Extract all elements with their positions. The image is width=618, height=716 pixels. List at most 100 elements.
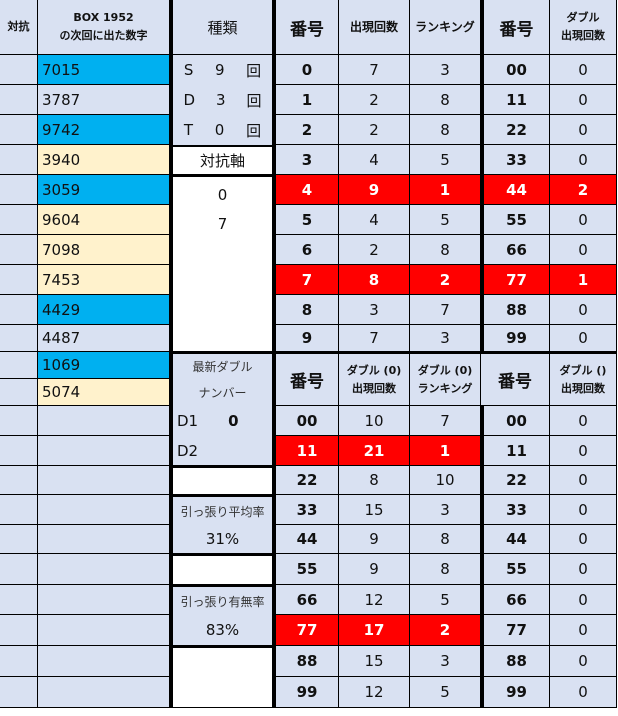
bottom-row-6-cell-2[interactable]: 5 bbox=[410, 585, 481, 615]
taiko-cell[interactable] bbox=[0, 55, 38, 85]
top-row-5-cell-4[interactable]: 0 bbox=[550, 205, 617, 235]
bottom-row-0-cell-4[interactable]: 0 bbox=[550, 406, 617, 436]
box-number-cell[interactable]: 9742 bbox=[38, 115, 170, 145]
top-row-1-cell-0[interactable]: 1 bbox=[273, 85, 339, 115]
taiko-cell[interactable] bbox=[0, 325, 38, 352]
top-row-6-cell-3[interactable]: 66 bbox=[481, 235, 550, 265]
bottom-row-3-cell-0[interactable]: 33 bbox=[273, 495, 339, 525]
bottom-row-3-cell-4[interactable]: 0 bbox=[550, 495, 617, 525]
bottom-row-2-cell-2[interactable]: 10 bbox=[410, 466, 481, 495]
box-number-cell[interactable]: 7015 bbox=[38, 55, 170, 85]
top-row-2-cell-2[interactable]: 8 bbox=[410, 115, 481, 145]
bottom-row-6-cell-0[interactable]: 66 bbox=[273, 585, 339, 615]
top-row-0-cell-4[interactable]: 0 bbox=[550, 55, 617, 85]
taiko-cell[interactable] bbox=[0, 646, 38, 677]
bottom-row-4-cell-1[interactable]: 9 bbox=[339, 525, 410, 554]
top-row-5-cell-1[interactable]: 4 bbox=[339, 205, 410, 235]
box-number-cell[interactable]: 3059 bbox=[38, 175, 170, 205]
top-row-0-cell-1[interactable]: 7 bbox=[339, 55, 410, 85]
top-row-9-cell-0[interactable]: 9 bbox=[273, 325, 339, 352]
top-row-8-cell-1[interactable]: 3 bbox=[339, 295, 410, 325]
bottom-row-1-cell-0[interactable]: 11 bbox=[273, 436, 339, 466]
top-row-5-cell-2[interactable]: 5 bbox=[410, 205, 481, 235]
top-row-9-cell-1[interactable]: 7 bbox=[339, 325, 410, 352]
bottom-row-7-cell-0[interactable]: 77 bbox=[273, 615, 339, 646]
bottom-row-5-cell-4[interactable]: 0 bbox=[550, 554, 617, 585]
bottom-row-0-cell-0[interactable]: 00 bbox=[273, 406, 339, 436]
taiko-cell[interactable] bbox=[0, 615, 38, 646]
bottom-row-8-cell-0[interactable]: 88 bbox=[273, 646, 339, 677]
top-row-4-cell-2[interactable]: 1 bbox=[410, 175, 481, 205]
bottom-row-0-cell-3[interactable]: 00 bbox=[481, 406, 550, 436]
box-header[interactable]: BOX 1952 の次回に出た数字 bbox=[38, 0, 170, 55]
top-row-0-cell-2[interactable]: 3 bbox=[410, 55, 481, 85]
top-row-3-cell-2[interactable]: 5 bbox=[410, 145, 481, 175]
box-number-cell[interactable]: 3787 bbox=[38, 85, 170, 115]
box-number-cell[interactable] bbox=[38, 615, 170, 646]
top-row-1-cell-2[interactable]: 8 bbox=[410, 85, 481, 115]
taiko-cell[interactable] bbox=[0, 352, 38, 379]
top-row-8-cell-2[interactable]: 7 bbox=[410, 295, 481, 325]
box-number-cell[interactable] bbox=[38, 495, 170, 525]
bottom-row-3-cell-2[interactable]: 3 bbox=[410, 495, 481, 525]
bottom-row-3-cell-3[interactable]: 33 bbox=[481, 495, 550, 525]
top-row-7-cell-0[interactable]: 7 bbox=[273, 265, 339, 295]
box-number-cell[interactable]: 3940 bbox=[38, 145, 170, 175]
top-row-7-cell-3[interactable]: 77 bbox=[481, 265, 550, 295]
bottom-row-5-cell-2[interactable]: 8 bbox=[410, 554, 481, 585]
bottom-row-0-cell-2[interactable]: 7 bbox=[410, 406, 481, 436]
box-number-cell[interactable] bbox=[38, 525, 170, 554]
bottom-row-4-cell-2[interactable]: 8 bbox=[410, 525, 481, 554]
top-row-5-cell-0[interactable]: 5 bbox=[273, 205, 339, 235]
taiko-header[interactable]: 対抗 bbox=[0, 0, 38, 55]
bottom-row-4-cell-0[interactable]: 44 bbox=[273, 525, 339, 554]
blank-cell[interactable] bbox=[170, 554, 273, 585]
taiko-cell[interactable] bbox=[0, 175, 38, 205]
top-row-6-cell-4[interactable]: 0 bbox=[550, 235, 617, 265]
top-row-2-cell-4[interactable]: 0 bbox=[550, 115, 617, 145]
box-number-cell[interactable] bbox=[38, 585, 170, 615]
top-row-9-cell-3[interactable]: 99 bbox=[481, 325, 550, 352]
top-row-0-cell-3[interactable]: 00 bbox=[481, 55, 550, 85]
top-row-6-cell-0[interactable]: 6 bbox=[273, 235, 339, 265]
top-row-8-cell-3[interactable]: 88 bbox=[481, 295, 550, 325]
top-row-2-cell-3[interactable]: 22 bbox=[481, 115, 550, 145]
bottom-row-5-cell-0[interactable]: 55 bbox=[273, 554, 339, 585]
taiko-cell[interactable] bbox=[0, 554, 38, 585]
bottom-row-6-cell-3[interactable]: 66 bbox=[481, 585, 550, 615]
bottom-row-1-cell-1[interactable]: 21 bbox=[339, 436, 410, 466]
bottom-row-9-cell-1[interactable]: 12 bbox=[339, 677, 410, 708]
top-row-1-cell-4[interactable]: 0 bbox=[550, 85, 617, 115]
top-row-3-cell-4[interactable]: 0 bbox=[550, 145, 617, 175]
taiko-cell[interactable] bbox=[0, 115, 38, 145]
bottom-row-2-cell-1[interactable]: 8 bbox=[339, 466, 410, 495]
taiko-cell[interactable] bbox=[0, 145, 38, 175]
bottom-row-7-cell-1[interactable]: 17 bbox=[339, 615, 410, 646]
top-row-9-cell-4[interactable]: 0 bbox=[550, 325, 617, 352]
top-row-7-cell-4[interactable]: 1 bbox=[550, 265, 617, 295]
bottom-row-1-cell-4[interactable]: 0 bbox=[550, 436, 617, 466]
bottom-row-5-cell-3[interactable]: 55 bbox=[481, 554, 550, 585]
bottom-row-7-cell-4[interactable]: 0 bbox=[550, 615, 617, 646]
box-number-cell[interactable]: 1069 bbox=[38, 352, 170, 379]
top-row-4-cell-4[interactable]: 2 bbox=[550, 175, 617, 205]
top-row-6-cell-1[interactable]: 2 bbox=[339, 235, 410, 265]
bottom-row-6-cell-1[interactable]: 12 bbox=[339, 585, 410, 615]
bottom-row-1-cell-3[interactable]: 11 bbox=[481, 436, 550, 466]
top-row-7-cell-1[interactable]: 8 bbox=[339, 265, 410, 295]
taiko-cell[interactable] bbox=[0, 677, 38, 708]
bottom-row-2-cell-3[interactable]: 22 bbox=[481, 466, 550, 495]
bottom-row-9-cell-3[interactable]: 99 bbox=[481, 677, 550, 708]
top-row-8-cell-0[interactable]: 8 bbox=[273, 295, 339, 325]
top-row-1-cell-1[interactable]: 2 bbox=[339, 85, 410, 115]
box-number-cell[interactable]: 9604 bbox=[38, 205, 170, 235]
top-row-3-cell-1[interactable]: 4 bbox=[339, 145, 410, 175]
bottom-row-1-cell-2[interactable]: 1 bbox=[410, 436, 481, 466]
top-row-4-cell-1[interactable]: 9 bbox=[339, 175, 410, 205]
bottom-row-8-cell-1[interactable]: 15 bbox=[339, 646, 410, 677]
top-row-1-cell-3[interactable]: 11 bbox=[481, 85, 550, 115]
top-row-4-cell-0[interactable]: 4 bbox=[273, 175, 339, 205]
top-row-6-cell-2[interactable]: 8 bbox=[410, 235, 481, 265]
box-number-cell[interactable] bbox=[38, 677, 170, 708]
bottom-row-6-cell-4[interactable]: 0 bbox=[550, 585, 617, 615]
